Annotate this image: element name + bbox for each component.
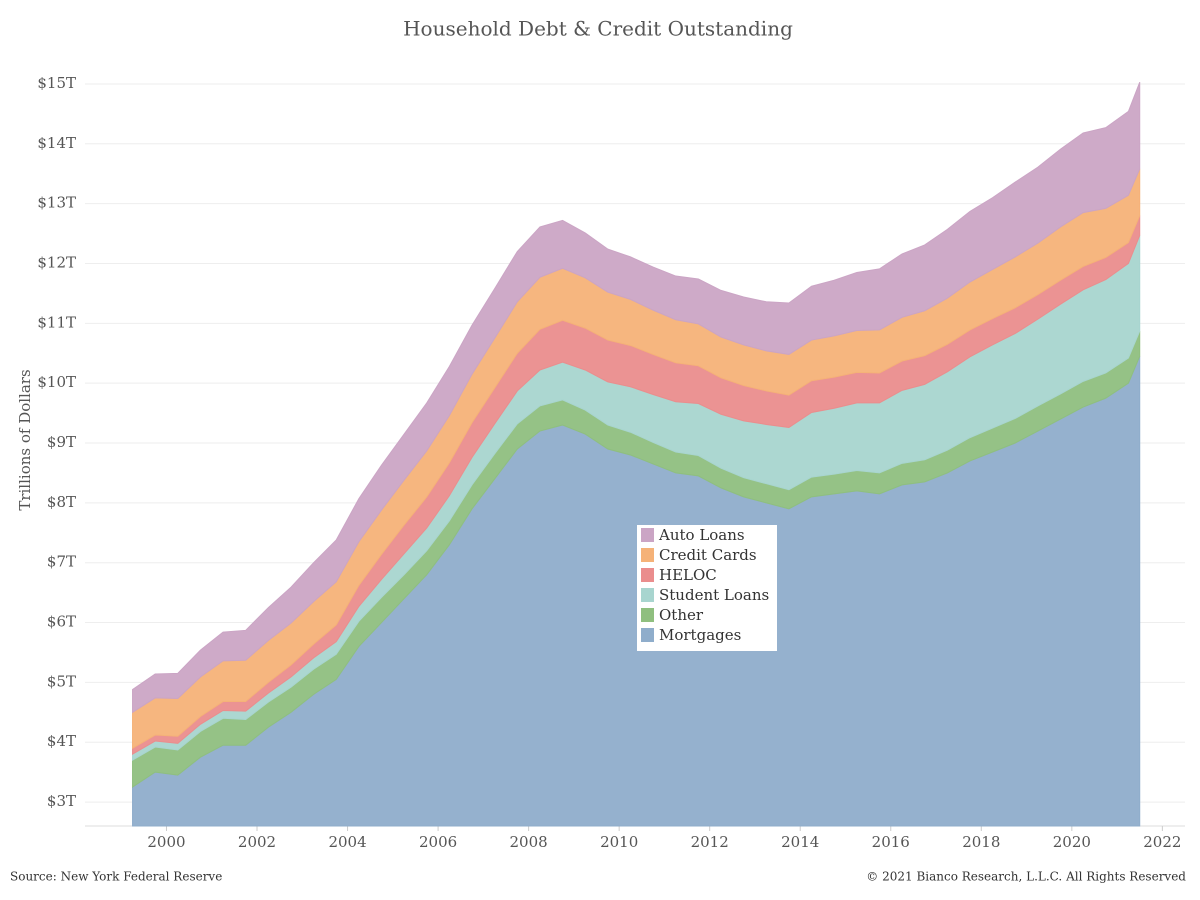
x-tick-label: 2006 xyxy=(419,833,457,851)
chart-title: Household Debt & Credit Outstanding xyxy=(403,17,793,41)
y-tick-label: $9T xyxy=(47,433,76,451)
x-tick-label: 2022 xyxy=(1143,833,1181,851)
y-tick-label: $5T xyxy=(47,672,76,690)
legend-swatch xyxy=(641,628,654,642)
legend-swatch xyxy=(641,568,654,582)
legend-swatch xyxy=(641,548,654,562)
source: Source: New York Federal Reserve xyxy=(10,870,222,884)
x-tick-label: 2012 xyxy=(691,833,729,851)
legend-box xyxy=(637,525,777,651)
legend-label: Auto Loans xyxy=(658,526,745,544)
area xyxy=(132,81,1141,714)
y-axis-label: Trillions of Dollars xyxy=(16,369,34,510)
x-tick-label: 2016 xyxy=(872,833,910,851)
x-tick-label: 2018 xyxy=(962,833,1000,851)
legend-label: Student Loans xyxy=(659,586,769,604)
x-tick-label: 2020 xyxy=(1053,833,1091,851)
x-tick-label: 2002 xyxy=(238,833,276,851)
y-tick-label: $10T xyxy=(37,373,76,391)
x-tick-label: 2014 xyxy=(781,833,819,851)
legend-swatch xyxy=(641,608,654,622)
x-tick-label: 2008 xyxy=(510,833,548,851)
legend: Auto Loans Credit Cards HELOC Student Loans… xyxy=(637,525,777,651)
y-tick-label: $15T xyxy=(37,74,76,92)
legend-swatch xyxy=(641,528,654,542)
y-tick-label: $3T xyxy=(47,792,76,810)
y-tick-label: $8T xyxy=(47,493,76,511)
x-tick-label: 2010 xyxy=(600,833,638,851)
y-tick-label: $11T xyxy=(37,313,76,331)
x-tick-label: 2004 xyxy=(328,833,366,851)
x-tick-label: 2000 xyxy=(147,833,185,851)
legend-label: Mortgages xyxy=(659,626,741,644)
y-tick-label: $4T xyxy=(47,732,76,750)
y-tick-label: $13T xyxy=(37,194,76,212)
legend-label: HELOC xyxy=(659,566,717,584)
y-tick-label: $6T xyxy=(47,613,76,631)
legend-label: Other xyxy=(659,606,704,624)
legend-label: Credit Cards xyxy=(659,546,757,564)
y-tick-label: $7T xyxy=(47,553,76,571)
copyright: © 2021 Bianco Research, L.L.C. All Right… xyxy=(866,870,1186,884)
y-tick-label: $12T xyxy=(37,253,76,271)
y-tick-label: $14T xyxy=(37,134,76,152)
legend-swatch xyxy=(641,588,654,602)
